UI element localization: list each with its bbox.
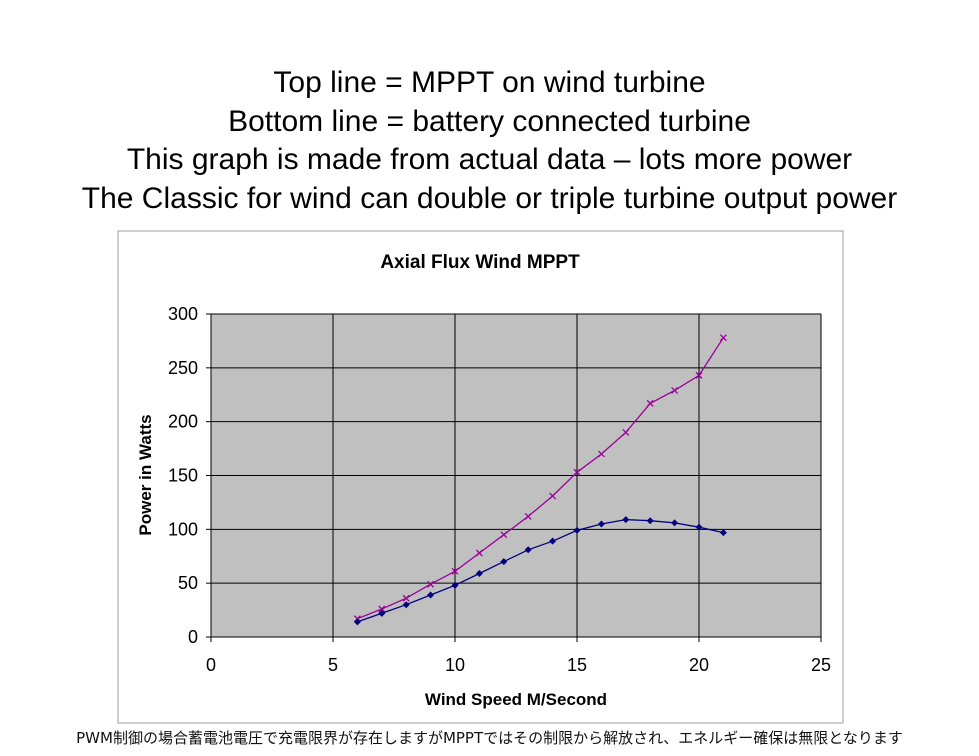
series-2-point	[597, 520, 605, 528]
series-1-point	[524, 512, 532, 520]
data-series	[353, 334, 727, 626]
x-tick-label: 15	[567, 655, 587, 675]
x-tick-label: 5	[328, 655, 338, 675]
y-tick-label: 50	[178, 573, 198, 593]
caption-line-3: This graph is made from actual data – lo…	[126, 143, 853, 176]
series-1-point	[427, 580, 435, 588]
series-1-point	[597, 450, 605, 458]
footnote: PWM制御の場合蓄電池電圧で充電限界が存在しますがMPPTではその制限から解放さ…	[76, 729, 903, 747]
series-1-point	[500, 531, 508, 539]
x-tick-label: 10	[445, 655, 465, 675]
caption-line-2: Bottom line = battery connected turbine	[228, 104, 751, 138]
series-1-point	[475, 549, 483, 557]
caption-line-4: The Classic for wind can double or tripl…	[81, 181, 898, 215]
series-1-point	[695, 371, 703, 379]
series-2-point	[451, 581, 459, 589]
series-2-point	[573, 526, 581, 534]
y-tick-label: 300	[168, 304, 198, 324]
y-tick-label: 150	[168, 466, 198, 486]
series-2-point	[500, 558, 508, 566]
x-tick-labels: 0 5 10 15 20 25	[206, 655, 831, 675]
series-1-point	[378, 605, 386, 613]
y-tick-label: 100	[168, 519, 198, 539]
axes	[206, 313, 822, 642]
y-axis-label: Power in Watts	[136, 414, 155, 535]
series-2-point	[402, 601, 410, 609]
grid-lines	[211, 313, 822, 637]
series-1-point	[719, 334, 727, 342]
series-1-point	[451, 567, 459, 575]
y-tick-label: 0	[188, 627, 198, 647]
series-2-point	[475, 569, 483, 577]
series-1-point	[622, 428, 630, 436]
series-2-point	[646, 517, 654, 525]
series-1-point	[549, 492, 557, 500]
series-2-point	[549, 537, 557, 545]
series-1-point	[402, 594, 410, 602]
series-2-point	[695, 523, 703, 531]
y-tick-label: 200	[168, 412, 198, 432]
x-axis-label: Wind Speed M/Second	[425, 690, 607, 709]
y-tick-labels: 0 50 100 150 200 250 300	[168, 304, 198, 647]
x-tick-label: 25	[811, 655, 831, 675]
x-tick-label: 20	[689, 655, 709, 675]
series-2-line	[357, 518, 724, 623]
series-2-point	[378, 609, 386, 617]
series-2-point	[671, 519, 679, 527]
series-2-point	[622, 516, 630, 524]
y-tick-label: 250	[168, 358, 198, 378]
slide-caption: Top line = MPPT on wind turbine Bottom l…	[0, 64, 979, 218]
series-1-point	[671, 386, 679, 394]
caption-line-1: Top line = MPPT on wind turbine	[273, 66, 706, 99]
series-2-point	[353, 618, 361, 626]
series-2-point	[427, 591, 435, 599]
chart-title: Axial Flux Wind MPPT	[380, 252, 580, 273]
series-1-line	[357, 337, 724, 620]
series-1-point	[646, 399, 654, 407]
series-1-point	[573, 468, 581, 476]
x-tick-label: 0	[206, 655, 216, 675]
series-2-point	[719, 529, 727, 537]
series-2-point	[524, 546, 532, 554]
